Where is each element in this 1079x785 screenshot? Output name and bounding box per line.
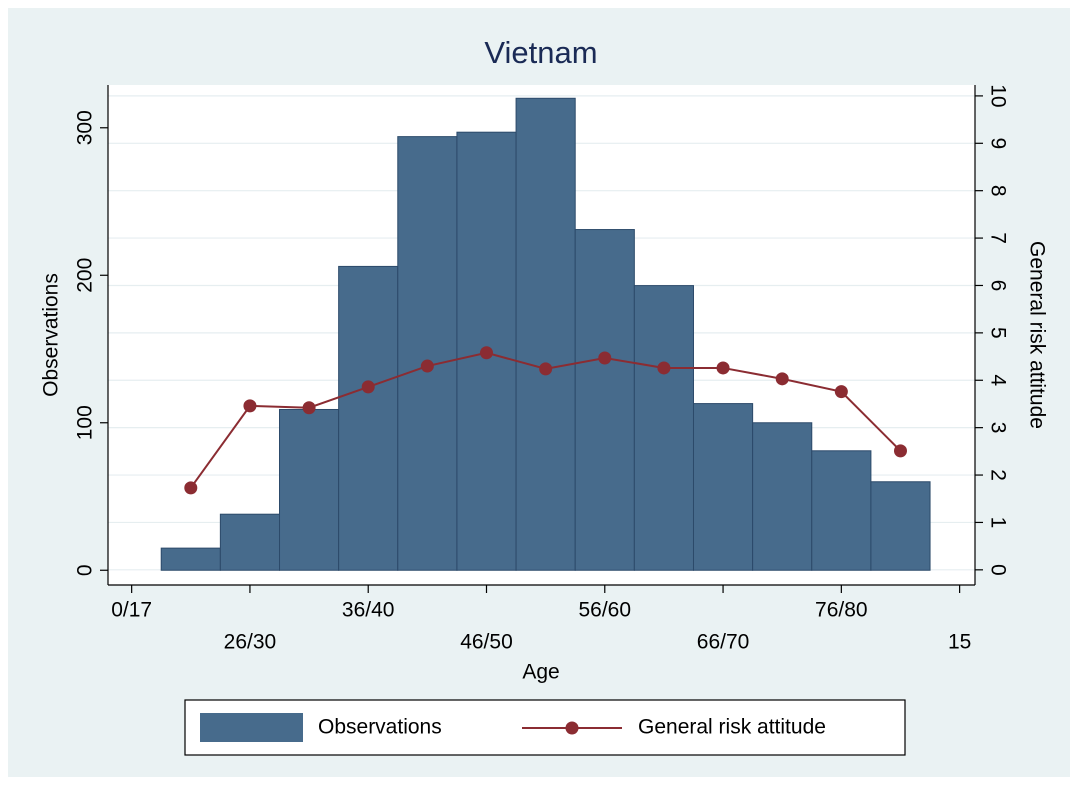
y2-tick-label: 6 xyxy=(986,280,1009,292)
marker xyxy=(243,399,257,413)
marker xyxy=(302,401,316,415)
y2-tick-label: 8 xyxy=(986,185,1009,197)
marker xyxy=(834,385,848,399)
bar xyxy=(515,97,576,571)
y2-tick-label: 5 xyxy=(986,327,1009,339)
y-axis-label: Observations xyxy=(40,273,63,397)
y2-tick-label: 9 xyxy=(986,137,1009,149)
legend-marker xyxy=(565,721,579,735)
bar xyxy=(574,229,635,571)
y2-axis-label: General risk attitude xyxy=(1025,241,1048,429)
marker xyxy=(893,444,907,458)
marker xyxy=(775,372,789,386)
bar xyxy=(338,265,399,571)
bar xyxy=(692,403,754,571)
legend-swatch xyxy=(200,713,303,742)
marker xyxy=(598,351,612,365)
marker xyxy=(479,346,493,360)
x-axis-label: Age xyxy=(522,661,559,684)
bar xyxy=(633,285,694,571)
marker xyxy=(420,359,434,373)
bar xyxy=(279,408,340,571)
x-tick-label: 0/17 xyxy=(111,599,152,622)
x-tick-label: 66/70 xyxy=(697,631,750,654)
y2-tick-label: 0 xyxy=(986,564,1009,576)
y2-tick-label: 2 xyxy=(986,469,1009,481)
bar xyxy=(870,481,931,571)
y2-tick-label: 3 xyxy=(986,422,1009,434)
x-tick-label: 26/30 xyxy=(224,631,277,654)
x-tick-label: 36/40 xyxy=(342,599,395,622)
y2-tick-label: 7 xyxy=(986,232,1009,244)
y2-tick-label: 1 xyxy=(986,517,1009,529)
legend-label: Observations xyxy=(318,716,442,739)
marker xyxy=(361,380,375,394)
y-tick-label: 100 xyxy=(74,405,97,440)
bar xyxy=(811,450,872,571)
x-tick-label: 56/60 xyxy=(578,599,631,622)
marker xyxy=(539,362,553,376)
marker xyxy=(716,361,730,375)
marker xyxy=(184,481,198,495)
bar xyxy=(752,422,813,571)
y-tick-label: 200 xyxy=(74,258,97,293)
y2-tick-label: 10 xyxy=(986,84,1009,107)
legend-box xyxy=(184,699,906,756)
legend-label: General risk attitude xyxy=(638,716,826,739)
bar xyxy=(219,513,281,571)
bar xyxy=(160,547,221,571)
marker xyxy=(657,361,671,375)
x-tick-label: 15 xyxy=(948,631,971,654)
y2-tick-label: 4 xyxy=(986,374,1009,386)
bar xyxy=(397,136,458,571)
x-tick-label: 46/50 xyxy=(460,631,513,654)
y-tick-label: 0 xyxy=(74,564,97,576)
chart-title: Vietnam xyxy=(484,35,597,70)
y-tick-label: 300 xyxy=(74,110,97,145)
x-tick-label: 76/80 xyxy=(815,599,868,622)
